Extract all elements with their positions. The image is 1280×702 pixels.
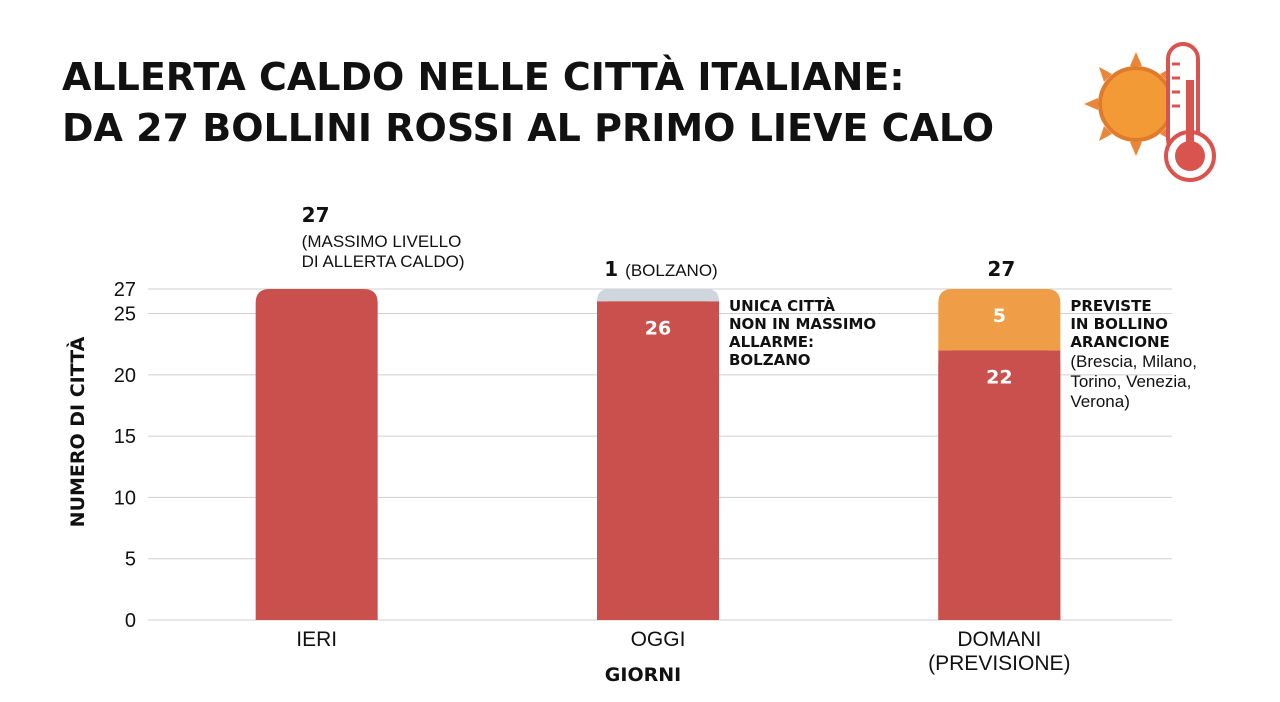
bar-segment [255, 289, 378, 620]
bar-total-label: 1 (BOLZANO) [604, 257, 717, 281]
annotation-bold: PREVISTE [1070, 297, 1151, 315]
annotation-text: Torino, Venezia, [1070, 372, 1191, 391]
x-category-label: DOMANI [957, 628, 1041, 651]
bar-segment-cap [597, 301, 719, 620]
y-axis-ticks: 0 5 10 15 20 25 27 [114, 279, 136, 632]
sun-thermometer-icon [1084, 42, 1216, 182]
segment-value-label: 22 [986, 366, 1012, 388]
segment-value-label: 5 [993, 305, 1006, 327]
x-category-label: (PREVISIONE) [928, 652, 1070, 675]
y-tick-label: 25 [114, 304, 136, 326]
x-axis-categories: IERI OGGI DOMANI(PREVISIONE) [296, 628, 1070, 675]
chart-title-line: ALLERTA CALDO NELLE CITTÀ ITALIANE: [62, 55, 905, 99]
bar-total-label: 27 [302, 203, 330, 227]
annotation-bold: NON IN MASSIMO [729, 315, 876, 333]
annotation-bold: BOLZANO [729, 351, 811, 369]
bar-segment [597, 289, 719, 302]
bar-total-note: DI ALLERTA CALDO) [302, 252, 465, 271]
annotation-bold: ARANCIONE [1070, 333, 1169, 351]
bar-total-label: 27 [987, 257, 1015, 281]
annotation-bold: UNICA CITTÀ [729, 296, 835, 315]
chart-title: ALLERTA CALDO NELLE CITTÀ ITALIANE: DA 27… [62, 55, 994, 150]
y-tick-label: 15 [114, 426, 136, 448]
x-category-label: OGGI [631, 628, 686, 651]
y-tick-label: 27 [114, 279, 136, 301]
segment-value-label: 26 [645, 317, 671, 339]
y-tick-label: 5 [125, 549, 136, 571]
annotation-text: (Brescia, Milano, [1070, 352, 1197, 371]
y-tick-label: 20 [114, 365, 136, 387]
y-axis-title: NUMERO DI CITTÀ [66, 336, 89, 527]
annotation-bold: IN BOLLINO [1070, 315, 1168, 333]
y-tick-label: 0 [125, 610, 136, 632]
chart-title-line: DA 27 BOLLINI ROSSI AL PRIMO LIEVE CALO [62, 106, 994, 150]
bars [255, 289, 1061, 620]
annotation-bold: ALLARME: [729, 333, 814, 351]
x-axis-title: GIORNI [605, 664, 681, 686]
annotation-text: Verona) [1070, 392, 1130, 411]
bar-segment-cap [938, 350, 1061, 620]
x-category-label: IERI [296, 628, 337, 651]
y-tick-label: 10 [114, 487, 136, 509]
bar-segment [938, 289, 1061, 351]
bar-total-note: (MASSIMO LIVELLO [302, 232, 462, 251]
